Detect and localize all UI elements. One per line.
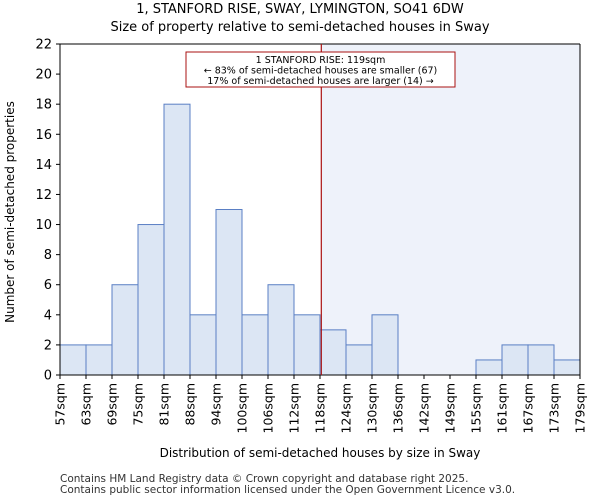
x-tick-label: 167sqm <box>521 383 536 433</box>
x-tick-label: 63sqm <box>79 383 94 426</box>
x-tick-label: 112sqm <box>287 383 302 433</box>
axes-layer: 0 2 4 6 8 10 12 14 16 18 20 22 57sqm 63sqm 69sqm 75sqm 8… <box>35 38 587 434</box>
y-tick-label: 10 <box>35 218 52 233</box>
larger-region-layer <box>321 44 580 375</box>
histogram-bar <box>215 209 243 376</box>
annotation-line-1: 1 STANFORD RISE: 119sqm <box>256 55 386 66</box>
x-tick-label: 149sqm <box>443 383 458 433</box>
annotation-line-3: 17% of semi-detached houses are larger (… <box>207 76 434 87</box>
histogram-bar <box>137 224 165 376</box>
x-axis-label: Distribution of semi-detached houses by … <box>160 446 481 460</box>
x-tick-label: 88sqm <box>183 383 198 426</box>
x-tick-label: 155sqm <box>469 383 484 433</box>
histogram-bar <box>189 314 217 376</box>
y-tick-label: 8 <box>44 248 52 263</box>
x-tick-label: 69sqm <box>105 383 120 426</box>
histogram-bar <box>163 103 191 376</box>
annotation-box <box>185 51 456 88</box>
y-axis-label: Number of semi-detached properties <box>3 101 17 323</box>
annotation-line-2: ← 83% of semi-detached houses are smalle… <box>204 66 438 77</box>
y-tick-label: 20 <box>35 68 52 83</box>
y-tick-label: 14 <box>35 158 52 173</box>
histogram-bar <box>59 344 87 376</box>
x-tick-label: 142sqm <box>417 383 432 433</box>
x-tick-label: 81sqm <box>157 383 172 426</box>
x-tick-label: 106sqm <box>261 383 276 433</box>
y-tick-label: 6 <box>44 278 52 293</box>
y-tick-label: 22 <box>35 38 52 53</box>
y-tick-label: 18 <box>35 98 52 113</box>
x-tick-label: 75sqm <box>131 383 146 426</box>
x-tick-label: 130sqm <box>365 383 380 433</box>
x-tick-label: 57sqm <box>53 383 68 426</box>
y-tick-label: 0 <box>44 369 52 384</box>
x-tick-label: 118sqm <box>313 383 328 433</box>
footer-copyright: Contains HM Land Registry data © Crown c… <box>60 473 469 485</box>
histogram-bar <box>345 344 373 376</box>
y-tick-label: 4 <box>44 308 52 323</box>
x-tick-label: 100sqm <box>235 383 250 433</box>
histogram-bar <box>267 284 295 376</box>
x-tick-label: 173sqm <box>547 383 562 433</box>
y-tick-label: 2 <box>44 338 52 353</box>
histogram-bar <box>527 344 555 376</box>
histogram-bar <box>85 344 113 376</box>
bars-layer <box>59 103 581 376</box>
x-tick-label: 94sqm <box>209 383 224 426</box>
larger-region-shade <box>321 44 580 375</box>
histogram-bar <box>111 284 139 376</box>
x-tick-label: 136sqm <box>391 383 406 433</box>
y-tick-label: 16 <box>35 128 52 143</box>
histogram-bar <box>501 344 529 376</box>
histogram-bar <box>371 314 399 376</box>
x-tick-label: 161sqm <box>495 383 510 433</box>
footer-licence: Contains public sector information licen… <box>60 484 516 496</box>
y-tick-label: 12 <box>35 188 52 203</box>
histogram-bar <box>293 314 321 376</box>
x-tick-label: 179sqm <box>573 383 588 433</box>
x-tick-label: 124sqm <box>339 383 354 433</box>
annotation-layer: 1 STANFORD RISE: 119sqm← 83% of semi-det… <box>185 51 456 88</box>
histogram-bar <box>241 314 269 376</box>
histogram-bar <box>319 329 347 376</box>
histogram-bar <box>475 359 503 376</box>
histogram-bar <box>553 359 581 376</box>
chart-subtitle: Size of property relative to semi-detach… <box>110 20 490 35</box>
chart-title-address: 1, STANFORD RISE, SWAY, LYMINGTON, SO41 … <box>136 2 464 17</box>
